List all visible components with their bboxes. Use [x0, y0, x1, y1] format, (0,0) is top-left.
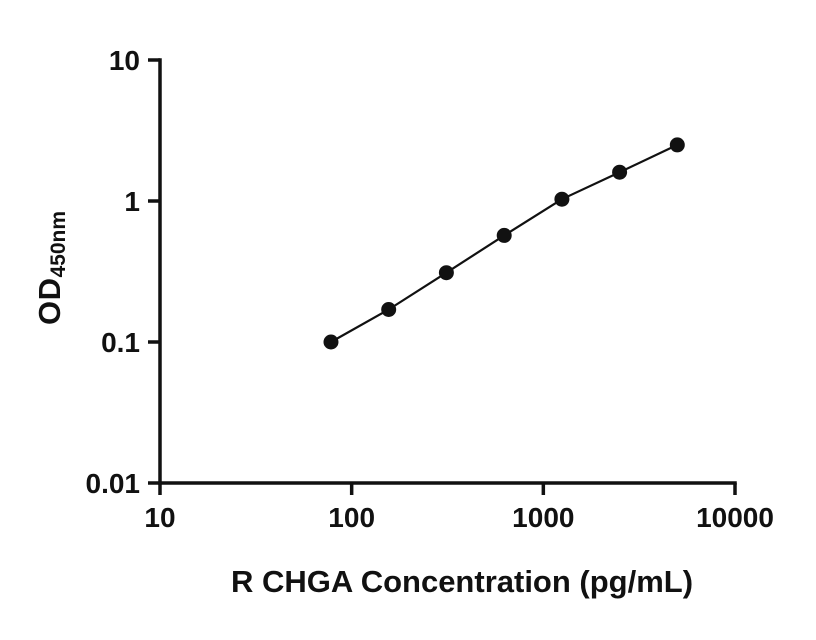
- y-tick-label: 0.1: [101, 327, 140, 358]
- x-tick-label: 100: [328, 502, 375, 533]
- data-point-marker: [438, 265, 454, 281]
- x-tick-label: 10000: [696, 502, 774, 533]
- y-tick-label: 0.01: [86, 468, 141, 499]
- data-point-marker: [612, 164, 628, 180]
- data-point-marker: [496, 227, 512, 243]
- data-point-marker: [381, 302, 397, 318]
- data-point-marker: [554, 191, 570, 207]
- x-axis-title: R CHGA Concentration (pg/mL): [230, 564, 694, 599]
- y-tick-label: 10: [109, 45, 140, 76]
- y-tick-label: 1: [124, 186, 140, 217]
- x-tick-label: 1000: [512, 502, 574, 533]
- y-axis-title-subscript: 450nm: [47, 210, 70, 278]
- y-axis-title-main: OD: [32, 277, 67, 326]
- data-point-marker: [669, 137, 685, 153]
- data-point-marker: [323, 334, 339, 350]
- x-tick-label: 10: [144, 502, 175, 533]
- y-axis-title: OD450nm: [32, 210, 70, 326]
